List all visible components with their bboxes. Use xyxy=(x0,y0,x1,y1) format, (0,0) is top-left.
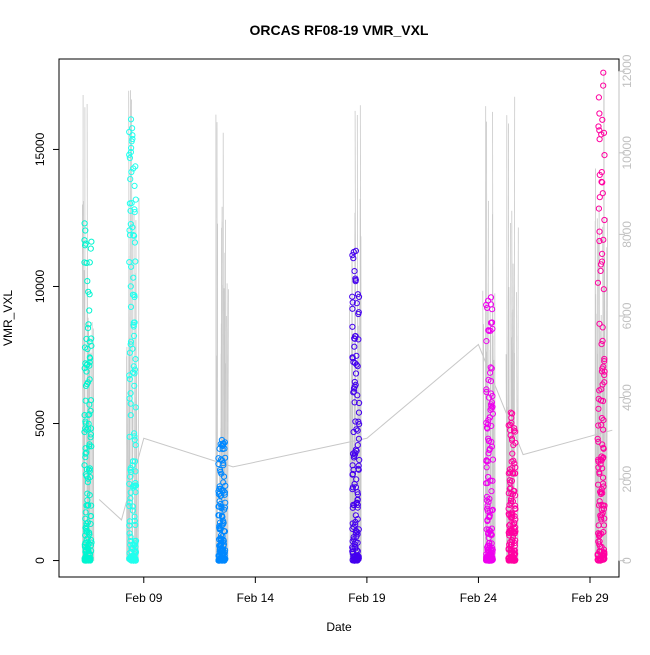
secondary-series-spike xyxy=(227,283,228,560)
data-point xyxy=(133,197,138,202)
data-point xyxy=(132,183,137,188)
y2-tick-label: 10000 xyxy=(620,136,634,170)
x-tick-label: Feb 14 xyxy=(237,591,275,605)
y2-tick-label: 0 xyxy=(620,557,634,564)
y-axis: 0 5000 10000 15000 xyxy=(33,132,59,563)
y2-axis: 0 2000 4000 6000 8000 10000 12000 xyxy=(619,54,634,564)
x-axis-label: Date xyxy=(326,620,352,634)
y2-tick-label: 2000 xyxy=(620,465,634,492)
plot-frame xyxy=(59,59,619,577)
y2-tick-label: 6000 xyxy=(620,302,634,329)
x-tick-label: Feb 24 xyxy=(460,591,498,605)
y-tick-label: 0 xyxy=(33,557,47,564)
y2-tick-label: 4000 xyxy=(620,384,634,411)
secondary-series-spike xyxy=(138,198,139,561)
data-point xyxy=(596,95,601,100)
x-tick-label: Feb 19 xyxy=(348,591,386,605)
data-point xyxy=(490,307,495,312)
data-point xyxy=(89,239,94,244)
data-point xyxy=(88,246,93,251)
y-tick-label: 5000 xyxy=(33,410,47,437)
data-point xyxy=(128,117,133,122)
data-point xyxy=(601,83,606,88)
x-axis: Feb 09 Feb 14 Feb 19 Feb 24 Feb 29 xyxy=(125,577,609,605)
x-tick-label: Feb 09 xyxy=(125,591,163,605)
x-tick-label: Feb 29 xyxy=(571,591,609,605)
y-tick-label: 15000 xyxy=(33,132,47,166)
data-point xyxy=(597,195,602,200)
data-point xyxy=(133,259,138,264)
y2-tick-label: 12000 xyxy=(620,54,634,88)
chart-title: ORCAS RF08-19 VMR_VXL xyxy=(250,22,429,38)
data-point xyxy=(601,70,606,75)
y-axis-label: VMR_VXL xyxy=(1,290,15,346)
points-layer xyxy=(82,70,607,563)
data-point xyxy=(602,153,607,158)
y-tick-label: 10000 xyxy=(33,269,47,303)
data-point xyxy=(597,111,602,116)
y2-tick-label: 8000 xyxy=(620,221,634,248)
secondary-series-layer xyxy=(82,72,612,561)
data-point xyxy=(87,260,92,265)
data-point xyxy=(132,240,137,245)
